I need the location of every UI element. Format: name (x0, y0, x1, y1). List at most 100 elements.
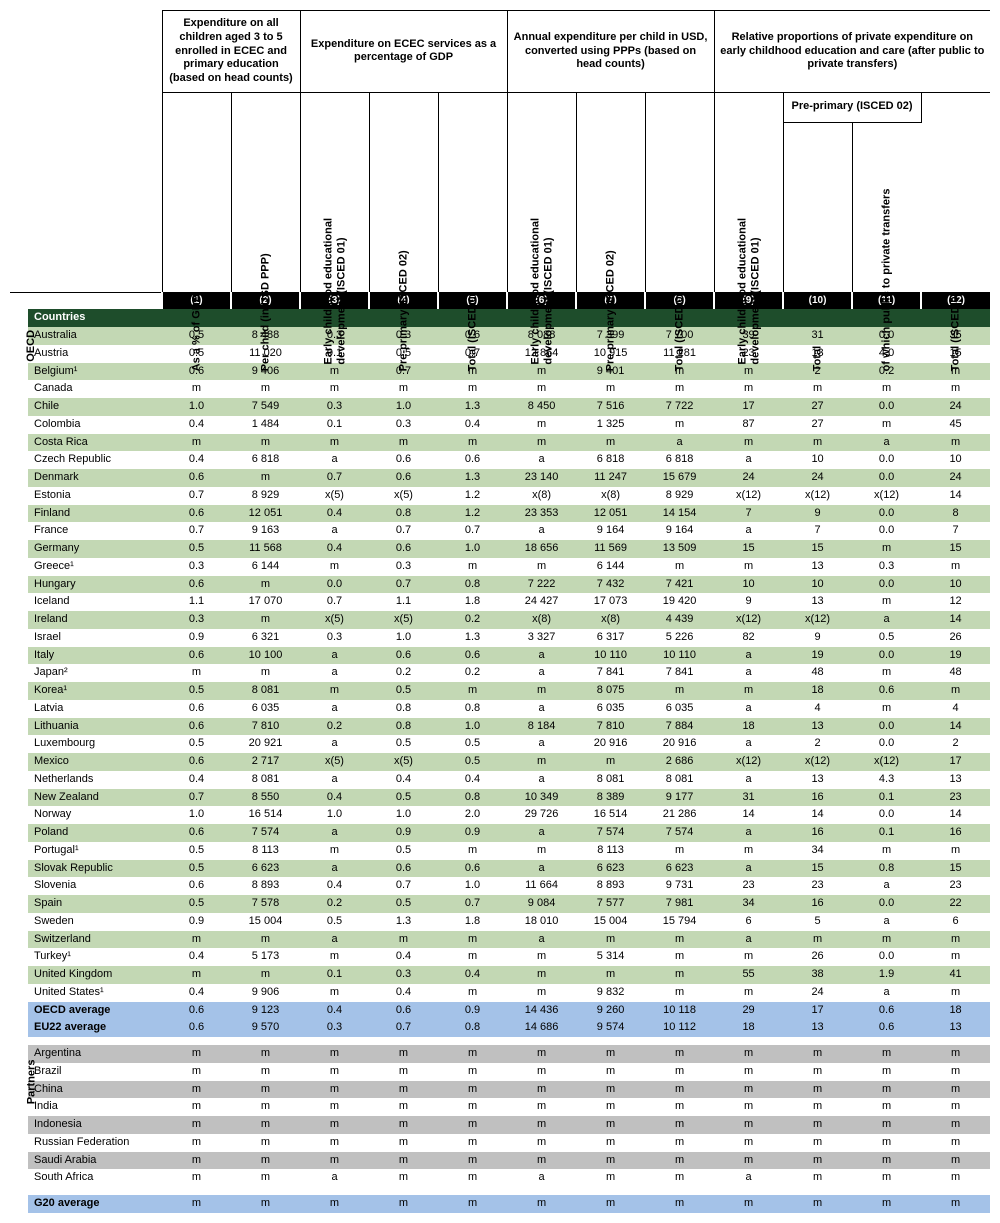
data-cell: m (300, 842, 369, 860)
table-row: Russian Federation mmmmmmmmmmmm (10, 1134, 990, 1152)
data-cell: 0.7 (162, 487, 231, 505)
data-cell: 9 164 (645, 522, 714, 540)
data-cell: 0.2 (300, 718, 369, 736)
country-name: Portugal¹ (28, 842, 162, 860)
country-name: Ireland (28, 611, 162, 629)
data-cell: m (921, 682, 990, 700)
data-cell: 45 (921, 416, 990, 434)
data-cell: 4 439 (645, 611, 714, 629)
data-cell: 14 (921, 806, 990, 824)
data-cell: m (645, 931, 714, 949)
data-cell: 0.8 (369, 700, 438, 718)
data-cell: m (852, 842, 921, 860)
data-cell: m (645, 1063, 714, 1081)
data-cell: m (507, 753, 576, 771)
data-cell: m (852, 1169, 921, 1187)
table-row: South Africa mmammammammm (10, 1169, 990, 1187)
country-name: Sweden (28, 913, 162, 931)
data-cell: m (921, 948, 990, 966)
table-row: Luxembourg 0.520 921a0.50.5a20 91620 916… (10, 735, 990, 753)
data-cell: m (852, 380, 921, 398)
data-cell: m (921, 1134, 990, 1152)
data-cell: 0.8 (438, 576, 507, 594)
data-cell: 0.8 (438, 1019, 507, 1037)
data-cell: m (783, 380, 852, 398)
data-cell: m (438, 931, 507, 949)
data-cell: 0.0 (300, 576, 369, 594)
data-cell: 11 569 (576, 540, 645, 558)
data-cell: 1.3 (438, 469, 507, 487)
data-cell: 10 110 (645, 647, 714, 665)
country-name: Denmark (28, 469, 162, 487)
data-cell: a (507, 664, 576, 682)
data-cell: 13 509 (645, 540, 714, 558)
data-cell: 4 (921, 700, 990, 718)
data-cell: m (714, 1152, 783, 1170)
country-name: United Kingdom (28, 966, 162, 984)
data-cell: 0.5 (162, 860, 231, 878)
data-cell: 0.5 (162, 540, 231, 558)
data-cell: 27 (783, 398, 852, 416)
country-name: Norway (28, 806, 162, 824)
data-cell: 41 (921, 966, 990, 984)
data-cell: 0.2 (438, 611, 507, 629)
data-cell: 0.9 (369, 824, 438, 842)
table-row: Czech Republic 0.46 818a0.60.6a6 8186 81… (10, 451, 990, 469)
data-cell: a (300, 451, 369, 469)
data-cell: 22 (921, 895, 990, 913)
data-cell: 8 184 (507, 718, 576, 736)
data-cell: m (714, 682, 783, 700)
data-cell: 6 144 (231, 558, 300, 576)
data-cell: 9 (783, 629, 852, 647)
data-cell: 8 929 (231, 487, 300, 505)
data-cell: a (507, 647, 576, 665)
col-label-6: Early childhood educational development … (529, 175, 554, 365)
country-name: Italy (28, 647, 162, 665)
data-cell: 1.8 (438, 913, 507, 931)
table-row: Slovak Republic 0.56 623a0.60.6a6 6236 6… (10, 860, 990, 878)
data-cell: 8 929 (645, 487, 714, 505)
table-row: Partners Argentina mmmmmmmmmmmm (10, 1045, 990, 1063)
table-row: Hungary 0.6m0.00.70.87 2227 4327 4211010… (10, 576, 990, 594)
data-cell: 14 (783, 806, 852, 824)
data-cell: x(5) (300, 487, 369, 505)
data-cell: 0.6 (162, 1019, 231, 1037)
data-cell: a (852, 877, 921, 895)
data-cell: m (162, 931, 231, 949)
country-name: Australia (28, 327, 162, 345)
data-cell: 8 113 (576, 842, 645, 860)
data-cell: m (369, 931, 438, 949)
data-cell: 0.1 (300, 966, 369, 984)
data-cell: 8 893 (576, 877, 645, 895)
data-cell: x(8) (507, 487, 576, 505)
data-cell: m (162, 1098, 231, 1116)
data-cell: m (645, 984, 714, 1002)
data-cell: a (852, 984, 921, 1002)
data-cell: 15 (783, 860, 852, 878)
data-cell: a (300, 931, 369, 949)
data-cell: 0.2 (438, 664, 507, 682)
country-name: Slovak Republic (28, 860, 162, 878)
data-cell: m (438, 1152, 507, 1170)
data-cell: 14 (921, 718, 990, 736)
data-cell: 6 818 (645, 451, 714, 469)
data-cell: m (921, 842, 990, 860)
data-cell: 10 349 (507, 789, 576, 807)
data-cell: 19 420 (645, 593, 714, 611)
data-cell: m (438, 1195, 507, 1213)
data-cell: x(12) (714, 753, 783, 771)
average-row: G20 average mmmmmmmmmmmm (10, 1195, 990, 1213)
data-cell: m (507, 416, 576, 434)
data-cell: a (714, 522, 783, 540)
ecec-expenditure-table: Expenditure on all children aged 3 to 5 … (10, 10, 990, 1213)
data-cell: m (645, 1045, 714, 1063)
data-cell: 9 123 (231, 1002, 300, 1020)
data-cell: 0.4 (300, 877, 369, 895)
data-cell: 9 731 (645, 877, 714, 895)
data-cell: m (300, 363, 369, 381)
data-cell: 12 (921, 593, 990, 611)
data-cell: m (300, 1134, 369, 1152)
data-cell: a (852, 913, 921, 931)
data-cell: m (852, 1116, 921, 1134)
average-name: G20 average (28, 1195, 162, 1213)
